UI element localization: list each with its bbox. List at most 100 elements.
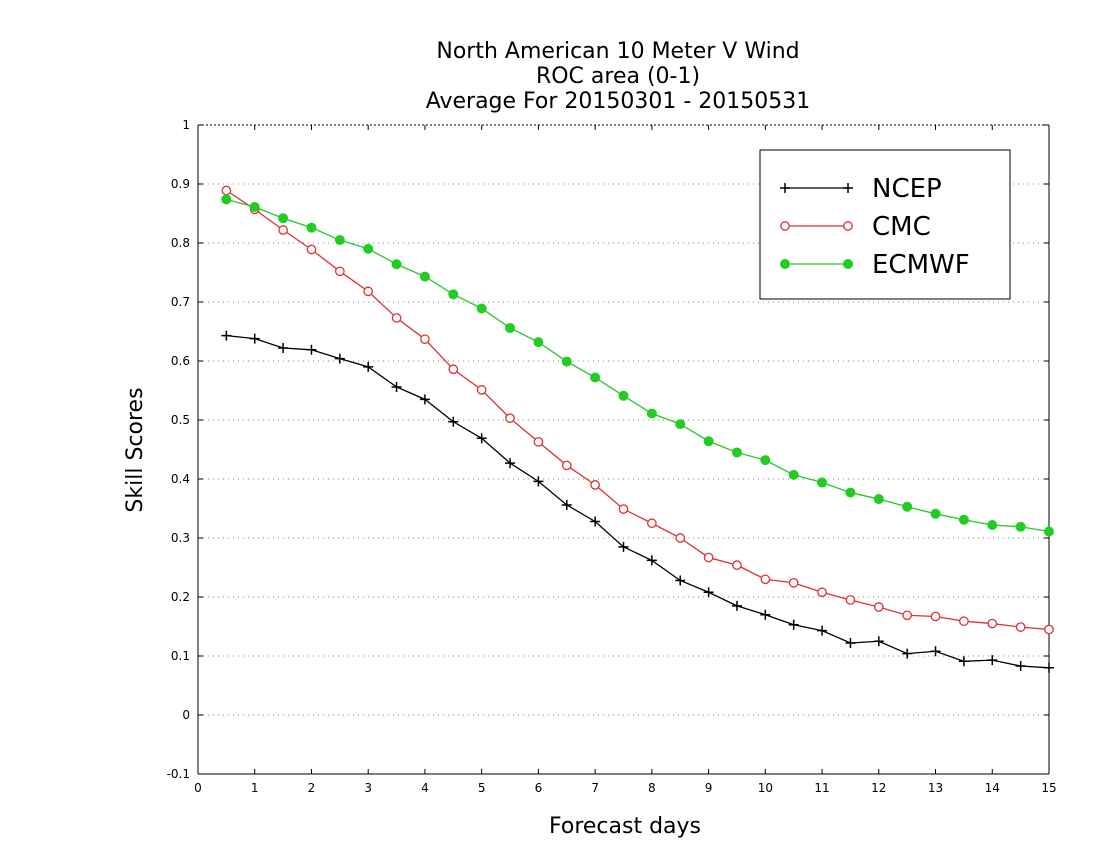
- data-point-cmc: [647, 518, 657, 529]
- x-tick-label: 2: [308, 781, 316, 795]
- data-point-ncep: [646, 555, 657, 566]
- data-point-cmc: [618, 504, 629, 514]
- data-point-ncep: [788, 619, 799, 630]
- data-point-ecmwf: [1015, 521, 1026, 532]
- legend-box: [759, 149, 1011, 300]
- data-point-cmc: [590, 480, 600, 490]
- data-point-ecmwf: [306, 222, 317, 233]
- data-point-ncep: [363, 361, 374, 372]
- data-point-ncep: [930, 646, 941, 657]
- data-point-cmc: [420, 334, 430, 345]
- y-tick-label: 0.8: [171, 236, 190, 250]
- series-ecmwf: [221, 194, 1054, 537]
- data-point-cmc: [1015, 622, 1026, 632]
- data-point-ecmwf: [817, 477, 828, 488]
- x-tick-label: 9: [705, 781, 713, 795]
- x-tick-label: 11: [814, 781, 829, 795]
- data-point-ecmwf: [958, 514, 969, 525]
- data-point-ecmwf: [1044, 526, 1054, 537]
- data-point-cmc: [902, 610, 913, 621]
- data-point-ecmwf: [760, 455, 771, 466]
- data-point-ncep: [391, 381, 402, 392]
- data-point-ncep: [533, 476, 544, 487]
- y-tick-label: 0.1: [171, 649, 190, 663]
- data-point-ncep: [590, 516, 601, 527]
- data-point-cmc: [334, 266, 345, 277]
- y-tick-label: 0.3: [171, 531, 190, 545]
- data-point-ncep: [845, 638, 856, 649]
- x-tick-label: 13: [928, 781, 943, 795]
- legend-marker-start: [780, 183, 790, 193]
- data-point-ecmwf: [561, 356, 572, 367]
- chart-title: North American 10 Meter V Wind ROC area …: [426, 39, 811, 114]
- y-tick-label: 0.7: [171, 295, 190, 309]
- data-point-cmc: [959, 616, 969, 627]
- data-point-ncep: [306, 344, 317, 355]
- data-point-cmc: [278, 225, 288, 235]
- data-point-ncep: [278, 343, 289, 354]
- data-point-ncep: [221, 330, 232, 341]
- chart-title-line-1: North American 10 Meter V Wind: [436, 39, 799, 64]
- data-point-cmc: [845, 595, 856, 605]
- series-line-ncep: [226, 334, 1050, 669]
- legend-item-ecmwf: ECMWF: [780, 250, 970, 280]
- data-point-ecmwf: [930, 508, 941, 519]
- data-point-cmc: [930, 611, 941, 622]
- data-point-ecmwf: [278, 213, 289, 224]
- data-point-ncep: [817, 625, 828, 636]
- x-tick-label: 8: [648, 781, 656, 795]
- data-point-ncep: [476, 433, 487, 444]
- data-point-ecmwf: [448, 289, 459, 300]
- data-point-ecmwf: [590, 372, 601, 383]
- x-tick-label: 5: [478, 781, 486, 795]
- data-point-ecmwf: [419, 271, 430, 282]
- data-point-ecmwf: [987, 520, 998, 531]
- data-point-cmc: [987, 618, 998, 629]
- data-point-cmc: [306, 244, 317, 255]
- y-tick-label: 0.6: [171, 354, 190, 368]
- series-ncep: [221, 330, 1054, 673]
- data-point-cmc: [561, 460, 572, 471]
- x-tick-label: 3: [364, 781, 372, 795]
- data-point-ncep: [675, 575, 686, 586]
- data-point-cmc: [505, 413, 515, 424]
- y-tick-label: 0.4: [171, 472, 190, 486]
- data-point-ecmwf: [533, 337, 544, 348]
- data-point-ecmwf: [476, 303, 487, 314]
- legend-marker-end: [843, 183, 853, 193]
- data-point-ncep: [419, 394, 430, 405]
- data-point-ncep: [760, 609, 771, 620]
- data-point-ncep: [987, 655, 998, 666]
- series-cmc: [221, 185, 1054, 635]
- legend-label: CMC: [872, 212, 931, 242]
- data-point-ecmwf: [703, 436, 714, 447]
- data-point-ecmwf: [221, 194, 232, 205]
- x-tick-label: 14: [985, 781, 1000, 795]
- axes: -0.100.10.20.30.40.50.60.70.80.910 1 2 3 4 5 6…: [167, 118, 1057, 795]
- data-point-ncep: [958, 656, 969, 667]
- data-point-ncep: [249, 333, 260, 344]
- data-point-cmc: [391, 313, 402, 323]
- data-point-ecmwf: [334, 235, 345, 246]
- x-tick-label: 7: [591, 781, 599, 795]
- x-tick-label: 6: [535, 781, 543, 795]
- series-lines: [221, 185, 1054, 673]
- legend-label: ECMWF: [872, 250, 970, 280]
- legend-item-ncep: NCEP: [780, 174, 942, 204]
- data-point-cmc: [788, 577, 799, 588]
- data-point-cmc: [1044, 624, 1054, 635]
- data-point-ncep: [1015, 661, 1026, 672]
- data-point-ncep: [448, 416, 459, 427]
- y-tick-label: 0: [182, 708, 190, 722]
- data-point-ncep: [1044, 662, 1054, 673]
- x-tick-label: 10: [758, 781, 773, 795]
- x-tick-label: 1: [251, 781, 259, 795]
- x-tick-label: 12: [871, 781, 886, 795]
- y-tick-label: 0.9: [171, 177, 190, 191]
- data-point-ecmwf: [788, 469, 799, 480]
- data-point-cmc: [675, 533, 686, 543]
- legend-marker-end: [843, 221, 853, 231]
- data-point-ecmwf: [618, 390, 629, 401]
- data-point-cmc: [363, 286, 374, 297]
- data-point-ecmwf: [249, 202, 260, 213]
